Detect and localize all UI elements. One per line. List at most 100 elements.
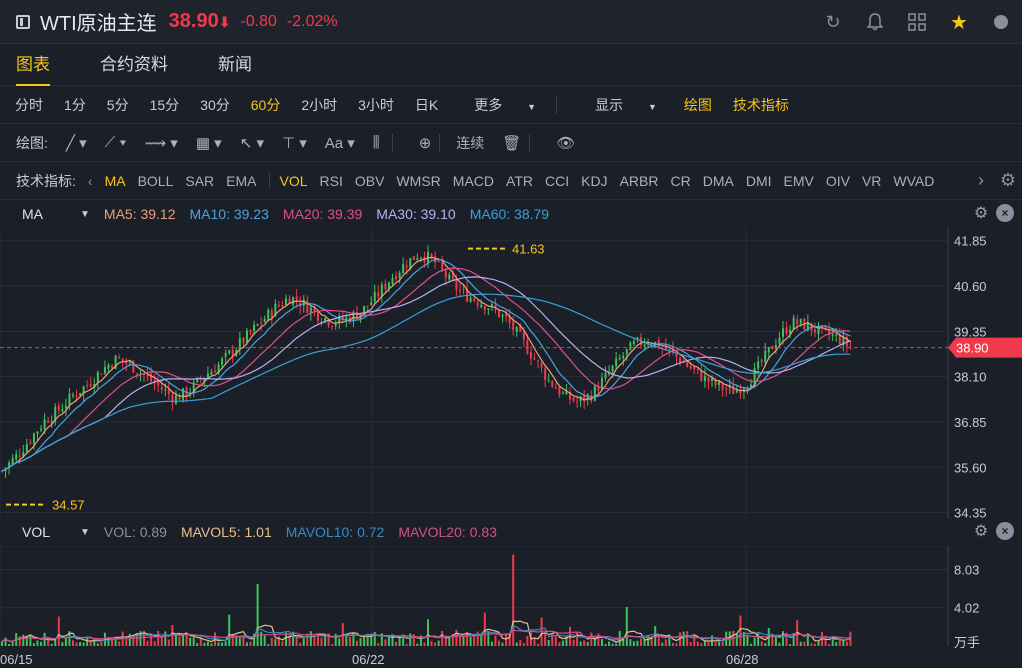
zoom-in-icon[interactable]: ⊕ [418,134,432,152]
indicator-wvad[interactable]: WVAD [893,172,935,189]
candle-body [64,405,67,409]
indicator-emv[interactable]: EMV [783,172,814,189]
refresh-icon[interactable]: ↻ [825,11,841,32]
indicator-dmi[interactable]: DMI [745,172,772,189]
candle-body [522,332,525,340]
indicator-cci[interactable]: CCI [544,172,570,189]
fib-tool-icon[interactable]: ▦ ▾ [195,134,222,152]
volume-bar [245,642,248,646]
indicator-arbr[interactable]: ARBR [619,172,659,189]
last-price: 38.90⬇ [168,10,231,32]
volume-bar [640,638,642,646]
chevron-left-icon[interactable]: ‹ [87,172,93,189]
period-daily[interactable]: 日K [414,96,439,113]
candle-body [508,315,511,324]
indicator-cr[interactable]: CR [670,172,691,189]
indicator-atr[interactable]: ATR [506,172,533,189]
wave-tool-icon[interactable]: ⟿ ▾ [144,134,178,152]
ma-settings-gear-icon[interactable]: ⚙ [973,205,989,222]
candle-body [309,307,312,314]
volume-bar [774,635,777,646]
volume-bar [160,637,163,646]
candle-body [182,388,185,400]
indicator-boll[interactable]: BOLL [137,172,174,189]
price-chart[interactable]: 41.85 40.60 39.35 38.10 36.85 35.60 34.35 41.63… [0,228,1022,518]
indicator-obv[interactable]: OBV [354,172,385,189]
draw-toggle-button[interactable]: 绘图 [683,96,712,113]
tab-chart[interactable]: 图表 [16,44,50,86]
candle-body [324,318,327,321]
candle-body [675,353,678,358]
sidebar-toggle-icon[interactable] [16,14,30,29]
display-button[interactable]: 显示 ▼ [595,96,657,113]
ma-dropdown-icon[interactable]: ▼ [80,208,90,220]
bell-icon[interactable] [854,0,896,44]
period-5m[interactable]: 5分 [106,96,129,113]
vol-settings-gear-icon[interactable]: ⚙ [973,523,989,540]
indicator-vr[interactable]: VR [861,172,882,189]
candle-body [206,373,209,378]
hline-tool-icon[interactable]: ⊤ ▾ [281,134,307,152]
candle-body [242,337,245,343]
candle-body [11,458,14,465]
indicator-dma[interactable]: DMA [702,172,734,189]
vol-close-icon[interactable]: × [996,522,1014,540]
volume-bar [615,643,618,646]
star-icon[interactable]: ★ [950,11,968,34]
ma-close-icon[interactable]: × [996,204,1014,222]
candle-body [526,340,529,354]
indicator-wmsr[interactable]: WMSR [396,172,441,189]
eye-icon[interactable]: 👁 [556,134,576,152]
indicator-vol[interactable]: VOL [268,172,308,189]
candle-body [54,406,57,422]
indicator-oiv[interactable]: OIV [825,172,850,189]
indicator-rsi[interactable]: RSI [319,172,343,189]
tab-news[interactable]: 新闻 [218,54,252,74]
volume-bar [178,636,181,646]
ma-selector[interactable]: MA [22,206,43,222]
vol-selector[interactable]: VOL [22,524,51,540]
candle-body [739,390,742,394]
volume-bar [689,642,692,646]
candle-body [334,323,337,326]
candle-body [469,297,472,302]
candle-tool-icon[interactable]: ⫼ [372,134,380,151]
period-30m[interactable]: 30分 [200,96,230,113]
more-periods-button[interactable]: 更多 ▼ [474,96,537,113]
volume-bar [586,642,589,646]
period-2h[interactable]: 2小时 [301,96,338,113]
volume-bar [1,641,3,646]
ma5-line [1,256,851,472]
continuous-toggle[interactable]: 连续 [456,134,485,151]
more-icon[interactable] [980,0,1022,44]
candle-body [160,386,163,390]
tech-indicator-toggle-button[interactable]: 技术指标 [732,96,789,113]
volume-bar [231,633,234,646]
indicator-macd[interactable]: MACD [452,172,495,189]
period-1m[interactable]: 1分 [64,96,86,113]
grid-icon[interactable] [896,0,938,44]
candle-body [561,392,564,394]
trash-icon[interactable]: 🗑 [502,134,522,152]
candle-body [352,311,355,322]
indicator-ma[interactable]: MA [104,172,126,189]
candle-body [512,321,515,330]
chevron-right-icon[interactable]: › [978,170,984,190]
indicator-ema[interactable]: EMA [226,172,257,189]
tab-contract-info[interactable]: 合约资料 [100,54,168,74]
settings-gear-icon[interactable]: ⚙ [999,170,1016,190]
volume-chart[interactable]: 8.03 4.02 万手 06/15 06/22 06/28 [0,546,1022,668]
line-tool-icon[interactable]: ╱ ▾ [65,134,87,152]
volume-bar [455,629,458,646]
period-timeshare[interactable]: 分时 [15,96,43,113]
vol-dropdown-icon[interactable]: ▼ [80,526,90,538]
volume-bar [75,642,78,646]
text-tool-icon[interactable]: Aa ▾ [324,134,355,152]
polyline-tool-icon[interactable]: ⟋ ▾ [104,134,127,151]
arrow-tool-icon[interactable]: ↖ ▾ [239,134,264,152]
indicator-kdj[interactable]: KDJ [581,172,608,189]
period-15m[interactable]: 15分 [149,96,180,113]
indicator-sar[interactable]: SAR [185,172,215,189]
period-60m[interactable]: 60分 [250,96,281,113]
period-3h[interactable]: 3小时 [358,96,394,113]
